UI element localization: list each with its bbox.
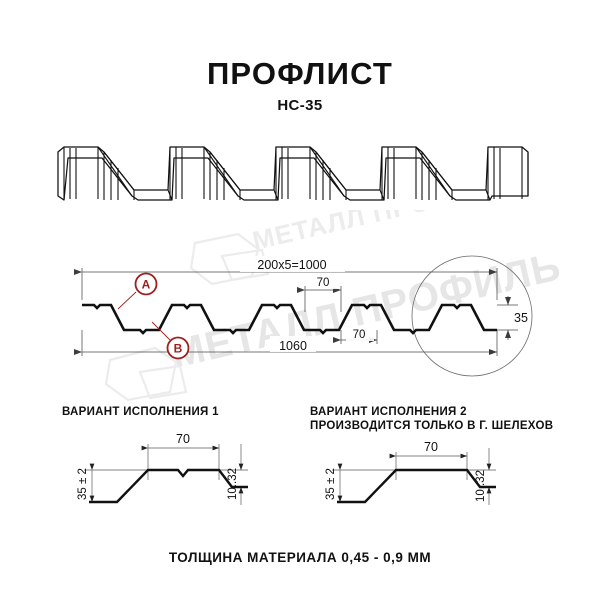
dim-bottom-flat: 70: [333, 326, 377, 343]
variant-2-profile: [337, 468, 496, 504]
dim-total-pitch: 200x5=1000: [74, 256, 497, 275]
callout-a-circle: [134, 272, 158, 296]
dim-bottom-flat-label: 70: [353, 329, 366, 341]
callout-a-label: A: [142, 278, 151, 292]
variant-2-dim-flat-label: 70: [424, 440, 438, 454]
dim-height-label: 35: [514, 311, 528, 325]
page-subtitle: НС-35: [277, 97, 322, 114]
variant-2-dim-height: 35 ± 2: [325, 463, 343, 502]
dim-height: 35: [505, 296, 528, 340]
variant-1-dim-height: 35 ± 2: [77, 463, 95, 502]
variant-2-dim-flat: 70: [389, 440, 467, 459]
cross-section-profile: [82, 303, 497, 335]
variant-1-dim-flat: 70: [141, 432, 219, 451]
callout-a: A: [117, 272, 158, 310]
page-title: ПРОФЛИСТ: [207, 56, 393, 91]
callout-b: B: [151, 321, 190, 360]
dim-total-pitch-label: 200x5=1000: [257, 258, 326, 272]
iso-sheet-body: [55, 140, 545, 210]
dim-overall-width: 1060: [74, 336, 497, 355]
detail-zoom-circle: [411, 255, 533, 377]
variant-2-heading-line2: ПРОИЗВОДИТСЯ ТОЛЬКО В Г. ШЕЛЕХОВ: [310, 420, 553, 432]
variant-1-dim-flat-label: 70: [176, 432, 190, 446]
cross-section-diagram: 200x5=1000 1060 70 70 35: [74, 255, 533, 377]
callout-b-label: B: [174, 342, 183, 356]
dim-top-flat: 70: [297, 274, 341, 293]
variant-2-dim-height-label: 35 ± 2: [325, 468, 337, 500]
watermark-logo-shape-2: [138, 364, 188, 400]
variant-2-heading: ВАРИАНТ ИСПОЛНЕНИЯ 2: [310, 406, 467, 418]
variant-2: ВАРИАНТ ИСПОЛНЕНИЯ 2 ПРОИЗВОДИТСЯ ТОЛЬКО…: [310, 406, 553, 505]
watermark-logo-shape: [104, 346, 178, 402]
dim-overall-width-label: 1060: [279, 339, 307, 353]
variant-1-dim-lip: 10..32: [227, 444, 244, 505]
variant-1-dim-height-label: 35 ± 2: [77, 468, 89, 500]
variant-1-heading: ВАРИАНТ ИСПОЛНЕНИЯ 1: [62, 406, 219, 418]
dim-top-flat-label: 70: [317, 277, 330, 289]
callout-b-circle: [166, 336, 190, 360]
variant-1: ВАРИАНТ ИСПОЛНЕНИЯ 1 70 10..32 35 ± 2: [62, 406, 248, 505]
variant-1-dim-lip-label: 10..32: [227, 468, 239, 500]
footer-note: ТОЛЩИНА МАТЕРИАЛА 0,45 - 0,9 ММ: [169, 550, 431, 565]
variant-1-profile: [89, 468, 248, 504]
iso-corrugated-sheet: [55, 140, 545, 210]
